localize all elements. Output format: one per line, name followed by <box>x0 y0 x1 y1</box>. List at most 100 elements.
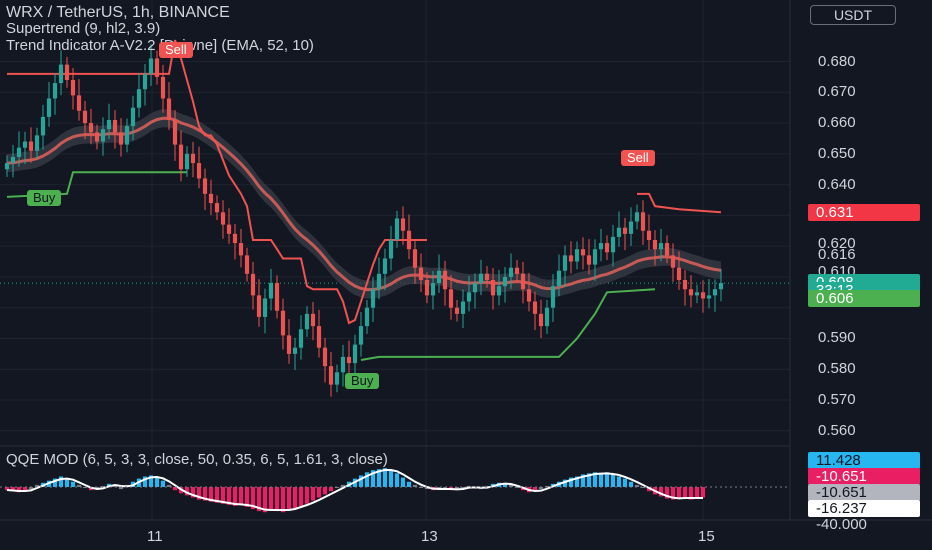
qqe-bar <box>244 487 250 507</box>
candle-body <box>16 147 22 157</box>
candle-body <box>640 212 646 231</box>
qqe-bar <box>400 477 406 487</box>
qqe-bar <box>634 484 640 487</box>
candle-body <box>418 267 424 280</box>
candle-body <box>112 120 118 133</box>
qqe-bar <box>592 472 598 487</box>
candle-body <box>196 163 202 179</box>
candle-body <box>256 295 262 317</box>
candle-body <box>676 267 682 280</box>
candle-body <box>634 212 640 222</box>
qqe-bar <box>82 487 88 489</box>
y-tick-label: 0.616 <box>818 246 856 264</box>
y-tick-label: 0.670 <box>818 83 856 101</box>
y-tick-label: 0.570 <box>818 391 856 408</box>
candle-body <box>184 153 190 170</box>
qqe-bar <box>286 487 292 511</box>
qqe-bar <box>334 487 340 489</box>
candle-body <box>4 163 10 170</box>
candle-body <box>334 372 340 385</box>
candle-body <box>454 307 460 314</box>
qqe-bar <box>304 487 310 504</box>
candle-body <box>628 221 634 234</box>
candle-body <box>220 212 226 225</box>
candle-body <box>688 289 694 296</box>
candle-body <box>154 58 160 77</box>
candle-body <box>406 230 412 250</box>
qqe-bar <box>670 487 676 500</box>
candle-body <box>466 292 472 302</box>
candle-body <box>556 270 562 287</box>
candle-body <box>478 273 484 284</box>
qqe-bar <box>406 481 412 487</box>
candle-body <box>172 120 178 145</box>
candle-body <box>430 283 436 296</box>
candle-body <box>10 156 16 164</box>
candle-body <box>292 347 298 354</box>
qqe-legend[interactable]: QQE MOD (6, 5, 3, 3, close, 50, 0.35, 6,… <box>6 451 388 468</box>
candle-body <box>550 286 556 308</box>
candle-body <box>412 249 418 268</box>
candle-body <box>262 298 268 317</box>
qqe-bar <box>508 484 514 487</box>
candle-body <box>598 243 604 250</box>
qqe-bar <box>100 485 106 487</box>
qqe-tag: -16.237 <box>808 500 920 517</box>
candle-body <box>574 249 580 262</box>
candle-body <box>568 255 574 262</box>
y-tick-label: 0.640 <box>818 175 856 193</box>
candle-body <box>580 249 586 256</box>
candle-body <box>388 240 394 259</box>
qqe-bar <box>22 487 28 491</box>
candle-body <box>562 255 568 271</box>
qqe-bar <box>64 479 70 487</box>
buy-signal-label: Buy <box>27 190 62 206</box>
candle-body <box>70 80 76 96</box>
qqe-bar <box>52 478 58 487</box>
qqe-bar <box>514 487 520 489</box>
qqe-bar <box>598 473 604 487</box>
candle-body <box>484 273 490 280</box>
qqe-bar <box>10 487 16 492</box>
qqe-bar <box>220 487 226 504</box>
qqe-bar <box>370 470 376 487</box>
candle-body <box>304 313 310 330</box>
qqe-bar <box>460 487 466 489</box>
candle-body <box>436 270 442 284</box>
qqe-bar <box>16 487 22 493</box>
qqe-tag: -40.000 <box>816 516 867 533</box>
candle-body <box>502 276 508 287</box>
qqe-bar <box>76 484 82 487</box>
qqe-histogram <box>0 468 790 513</box>
candle-body <box>424 280 430 296</box>
currency-button[interactable]: USDT <box>810 5 896 25</box>
candle-body <box>94 132 100 142</box>
qqe-bar <box>172 487 178 491</box>
qqe-bar <box>682 487 688 498</box>
qqe-bar <box>262 487 268 513</box>
qqe-bar <box>196 487 202 500</box>
qqe-bar <box>208 487 214 502</box>
candle-body <box>100 129 106 142</box>
qqe-bar <box>532 487 538 492</box>
candle-body <box>232 233 238 244</box>
price-tag: 0.606 <box>808 290 920 308</box>
candle-body <box>358 326 364 345</box>
candle-body <box>286 335 292 354</box>
qqe-bar <box>610 474 616 487</box>
qqe-bar <box>202 487 208 501</box>
candle-body <box>346 356 352 364</box>
candle-body <box>610 236 616 253</box>
qqe-bar <box>412 484 418 487</box>
supertrend-legend[interactable]: Supertrend (9, hl2, 3.9) <box>6 20 161 37</box>
qqe-bar <box>142 476 148 487</box>
candle-body <box>394 218 400 240</box>
candle-body <box>694 292 700 296</box>
candle-body <box>532 301 538 314</box>
y-tick-label: 0.650 <box>818 144 856 162</box>
qqe-bar <box>256 487 262 512</box>
qqe-bar <box>274 487 280 512</box>
qqe-bar <box>658 487 664 497</box>
symbol-title[interactable]: WRX / TetherUS, 1h, BINANCE <box>6 4 230 21</box>
